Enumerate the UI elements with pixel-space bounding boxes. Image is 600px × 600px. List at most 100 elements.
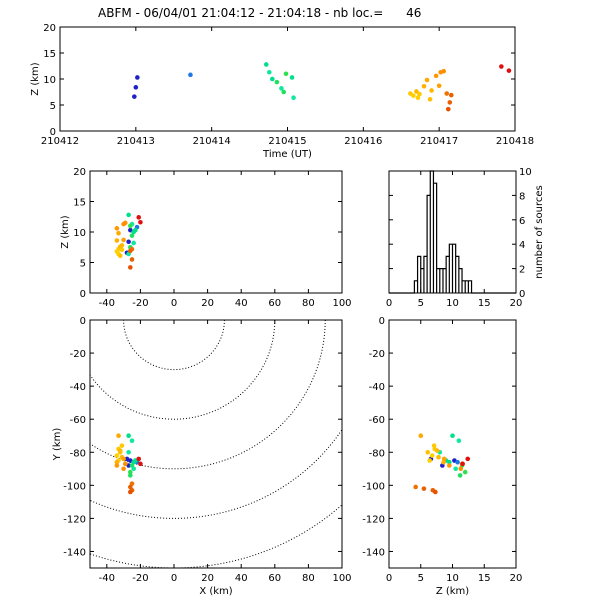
- source-point: [132, 94, 137, 99]
- x-tick-label: 40: [235, 573, 248, 584]
- source-point: [267, 69, 272, 75]
- x-tick-label: 0: [386, 298, 392, 309]
- source-point: [128, 489, 133, 495]
- source-point: [138, 219, 143, 225]
- source-point: [436, 83, 442, 89]
- x-tick-label: 60: [268, 573, 281, 584]
- x-tick-label: 100: [332, 573, 351, 584]
- source-point: [281, 89, 287, 95]
- source-point: [456, 438, 462, 443]
- x-tick-label: -20: [132, 298, 148, 309]
- source-point: [450, 433, 455, 439]
- x-tick-label: 40: [235, 298, 248, 309]
- source-point: [128, 248, 133, 254]
- figure-title: ABFM - 06/04/01 21:04:12 - 21:04:18 - nb…: [98, 6, 421, 20]
- source-point: [121, 237, 126, 243]
- source-point: [424, 77, 430, 83]
- source-point: [445, 106, 451, 112]
- x-tick-label: 210417: [420, 136, 458, 147]
- y-axis-label: number of sources: [534, 185, 545, 278]
- source-point: [114, 238, 120, 243]
- source-point: [122, 220, 128, 226]
- source-point: [429, 88, 434, 93]
- source-point: [126, 239, 131, 245]
- x-tick-label: 15: [478, 298, 491, 309]
- source-point: [279, 86, 284, 91]
- source-point: [129, 438, 135, 443]
- source-point: [453, 466, 458, 472]
- x-tick-label: 15: [478, 573, 491, 584]
- source-point: [119, 443, 125, 448]
- source-point: [121, 466, 126, 472]
- x-tick-label: 0: [171, 298, 177, 309]
- y-tick-label: -20: [369, 349, 385, 360]
- source-point: [116, 230, 121, 236]
- source-point: [427, 96, 433, 102]
- x-axis-label: X (km): [199, 586, 232, 597]
- range-ring: [123, 320, 225, 371]
- source-point: [291, 95, 296, 101]
- y-tick-label: 0: [519, 289, 525, 300]
- y-tick-label: -80: [70, 448, 86, 459]
- source-point: [138, 461, 143, 467]
- source-point: [441, 456, 447, 462]
- y-tick-label: 0: [379, 316, 385, 327]
- source-point: [289, 75, 295, 80]
- y-tick-label: -100: [362, 481, 385, 492]
- source-point: [124, 456, 130, 462]
- source-point: [457, 473, 463, 478]
- source-point: [126, 212, 131, 218]
- y-tick-label: -40: [369, 382, 385, 393]
- source-point: [114, 459, 120, 465]
- x-tick-label: 80: [302, 298, 315, 309]
- y-tick-label: 5: [80, 259, 86, 270]
- source-point: [425, 449, 431, 455]
- source-point: [462, 469, 468, 475]
- source-point: [506, 68, 512, 73]
- source-point: [128, 223, 133, 229]
- source-point: [188, 72, 193, 78]
- source-point: [129, 233, 135, 238]
- x-tick-label: 210413: [117, 136, 155, 147]
- source-point: [114, 226, 120, 231]
- source-point: [135, 75, 140, 80]
- source-point: [131, 466, 136, 472]
- source-point: [129, 257, 135, 262]
- source-point: [136, 215, 142, 220]
- y-tick-label: -140: [63, 547, 86, 558]
- source-point: [434, 448, 440, 453]
- y-tick-label: -140: [362, 547, 385, 558]
- source-point: [447, 463, 452, 468]
- source-point: [465, 456, 471, 462]
- source-point: [128, 265, 133, 270]
- x-tick-label: 210414: [193, 136, 231, 147]
- source-point: [427, 458, 432, 463]
- source-point: [128, 227, 133, 233]
- source-point: [122, 461, 128, 467]
- source-point: [270, 76, 275, 82]
- source-point: [449, 92, 454, 98]
- source-point: [414, 89, 419, 94]
- source-point: [413, 484, 418, 490]
- x-axis-label: Time (UT): [262, 149, 312, 160]
- range-ring: [90, 320, 276, 420]
- source-point: [431, 443, 437, 448]
- time-height-panel: 210412 210413 210414 210415 210416 210417 2104…: [30, 23, 534, 160]
- y-tick-label: -120: [63, 514, 86, 525]
- x-tick-label: 20: [201, 573, 214, 584]
- x-tick-label: 10: [446, 298, 459, 309]
- y-tick-label: 6: [519, 216, 525, 227]
- source-point: [283, 71, 289, 77]
- plan-view-panel: -40 -20 0 20 40 60 80 100 -140 -120 -100 -80 -60 -40 -…: [52, 316, 352, 597]
- z-y-view-panel: 0 5 10 15 20 -140 -120 -100 -80 -60 -40 -20 0 Z (km): [362, 316, 522, 597]
- source-point: [126, 449, 131, 455]
- source-point: [119, 243, 125, 248]
- source-point: [263, 62, 269, 67]
- y-tick-label: 8: [519, 191, 525, 202]
- x-tick-label: -20: [132, 573, 148, 584]
- source-point: [117, 253, 123, 259]
- source-point: [421, 486, 427, 491]
- x-tick-label: 210418: [496, 136, 534, 147]
- y-axis-label: Z (km): [30, 62, 41, 95]
- x-tick-label: -40: [99, 573, 115, 584]
